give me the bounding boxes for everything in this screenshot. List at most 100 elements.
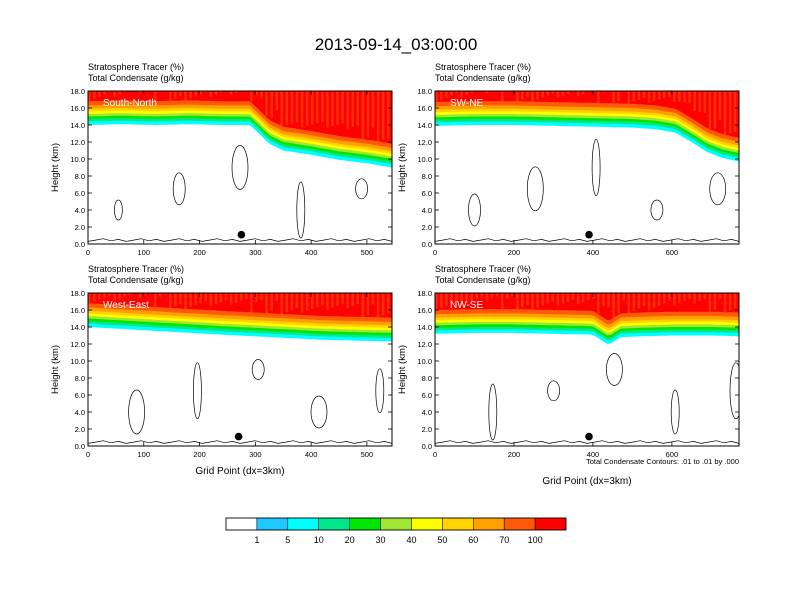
y-tick-label: 8.0 — [422, 172, 432, 181]
tracer-streak — [270, 293, 273, 312]
panel-nw-se: Stratosphere Tracer (%)Total Condensate … — [397, 264, 740, 487]
panel-sw-ne: Stratosphere Tracer (%)Total Condensate … — [397, 62, 740, 257]
plot-frame — [87, 90, 393, 245]
tracer-streak — [668, 91, 671, 97]
tracer-streak — [88, 91, 91, 102]
tracer-streak — [546, 91, 549, 96]
condensate-contours — [88, 359, 392, 444]
tracer-streak — [490, 293, 494, 299]
tracer-streak — [275, 91, 278, 111]
y-tick-label: 0.0 — [75, 240, 85, 249]
tracer-streak — [647, 293, 651, 311]
colorbar-label: 60 — [468, 535, 478, 545]
tracer-streak — [500, 293, 504, 310]
tracer-streak — [143, 293, 147, 296]
tracer-streak — [321, 91, 324, 123]
tracer-streak — [673, 293, 676, 306]
y-tick-label: 8.0 — [75, 172, 85, 181]
tracer-streak — [260, 293, 263, 301]
tracer-streak — [179, 91, 182, 97]
tracer-streak — [103, 91, 106, 95]
tracer-streak — [657, 91, 661, 100]
x-tick-label: 200 — [193, 248, 206, 257]
tracer-streak — [637, 91, 641, 100]
tracer-streak — [310, 293, 314, 309]
tracer-streak — [688, 91, 691, 104]
tracer-streak — [450, 91, 453, 96]
colorbar-swatch — [473, 517, 505, 531]
x-tick-label: 100 — [138, 248, 151, 257]
figure-title: 2013-09-14_03:00:00 — [315, 35, 478, 54]
tracer-streak — [316, 91, 319, 124]
tracer-streak — [381, 293, 385, 316]
tracer-streak — [118, 293, 121, 299]
x-tick-label: 0 — [433, 248, 437, 257]
colorbar-frame — [225, 517, 567, 531]
panel-label: South-North — [103, 98, 157, 109]
y-tick-label: 6.0 — [75, 391, 85, 400]
tracer-streak — [194, 293, 197, 305]
tracer-streak — [576, 293, 580, 305]
x-tick-label: 600 — [666, 248, 679, 257]
tracer-streak — [531, 293, 534, 310]
tracer-field — [88, 293, 392, 444]
tracer-streak — [708, 293, 712, 312]
y-tick-label: 2.0 — [422, 425, 432, 434]
tracer-streak — [209, 91, 213, 97]
tracer-streak — [179, 293, 182, 305]
tracer-streak — [541, 293, 544, 306]
tracer-streak — [607, 293, 610, 308]
y-axis-label: Height (km) — [50, 345, 61, 394]
tracer-streak — [356, 91, 359, 126]
tracer-streak — [219, 91, 223, 93]
tracer-streak — [663, 293, 666, 304]
tracer-streak — [688, 293, 691, 299]
y-tick-label: 6.0 — [422, 189, 432, 198]
panel-subtitle: Stratosphere Tracer (%) — [435, 264, 531, 274]
tracer-streak — [93, 91, 96, 99]
condensate-contour — [526, 166, 544, 212]
tracer-streak — [305, 91, 309, 126]
location-marker — [237, 230, 246, 239]
tracer-streak — [229, 91, 233, 95]
tracer-streak — [103, 293, 106, 298]
tracer-streak — [668, 293, 671, 302]
tracer-streak — [158, 293, 162, 297]
tracer-streak — [475, 293, 478, 299]
tracer-streak — [541, 91, 544, 98]
tracer-streak — [445, 293, 448, 306]
tracer-streak — [505, 293, 509, 299]
tracer-streak — [88, 293, 91, 304]
tracer-streak — [713, 91, 717, 129]
colorbar: 1 5 10 20 30 40 50 60 70 100 — [225, 517, 567, 545]
tracer-streak — [698, 91, 701, 112]
condensate-contour — [128, 389, 145, 435]
x-tick-label: 300 — [249, 450, 262, 459]
tracer-streak — [617, 293, 620, 314]
tracer-streak — [612, 91, 615, 104]
x-tick-label: 600 — [666, 450, 679, 459]
tracer-streak — [245, 293, 248, 300]
y-tick-label: 18.0 — [70, 289, 85, 298]
tracer-streak — [346, 293, 349, 309]
tracer-streak — [280, 293, 283, 314]
x-tick-label: 400 — [305, 450, 318, 459]
tracer-streak — [632, 91, 636, 102]
condensate-contour — [488, 383, 498, 441]
tracer-streak — [556, 91, 560, 98]
tracer-streak — [678, 293, 681, 304]
x-tick-label: 0 — [86, 248, 90, 257]
x-tick-label: 200 — [193, 450, 206, 459]
tracer-streak — [260, 91, 263, 99]
tracer-streak — [199, 293, 202, 304]
colorbar-label: 100 — [528, 535, 543, 545]
tracer-streak — [184, 293, 187, 309]
y-tick-label: 12.0 — [70, 138, 85, 147]
tracer-streak — [285, 91, 289, 125]
tracer-streak — [470, 91, 473, 93]
condensate-contour — [231, 145, 249, 190]
ground-contour — [88, 238, 392, 242]
y-tick-label: 2.0 — [422, 223, 432, 232]
tracer-streak — [657, 293, 661, 306]
tracer-streak — [386, 91, 390, 139]
